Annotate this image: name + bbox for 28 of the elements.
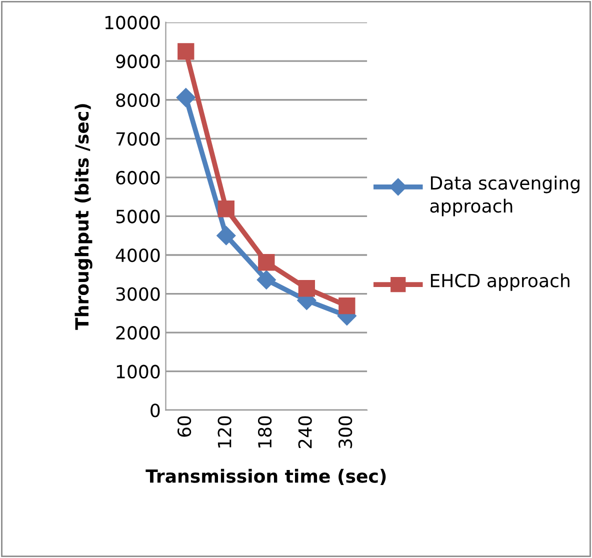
y-tick-label: 5000 [116, 210, 160, 224]
point [176, 88, 196, 108]
y-tick-label: 8000 [116, 93, 160, 107]
point [178, 43, 194, 60]
legend-label: EHCD approach [430, 273, 570, 291]
point [218, 200, 234, 218]
x-tick-label: 300 [338, 416, 352, 448]
y-tick-label: 4000 [116, 248, 160, 262]
y-axis-title: Throughput (bits /sec) [74, 104, 92, 330]
point [256, 270, 276, 290]
legend-label: Data scavenging approach [430, 176, 580, 216]
y-tick-label: 1000 [116, 364, 160, 378]
y-tick-label: 3000 [116, 287, 160, 301]
x-tick-label: 120 [218, 416, 232, 448]
x-tick-label: 240 [298, 416, 312, 448]
y-tick-label: 9000 [116, 54, 160, 68]
point [338, 297, 356, 314]
x-tick-label: 60 [177, 416, 192, 437]
y-tick-label: 7000 [116, 132, 160, 146]
y-tick-label: 10000 [105, 16, 160, 30]
y-tick-label: 6000 [116, 170, 160, 185]
y-tick-label: 2000 [116, 326, 160, 340]
y-tick-label: 0 [150, 404, 160, 418]
point [298, 280, 315, 297]
point [258, 254, 275, 271]
point [216, 226, 236, 246]
x-tick-label: 180 [258, 416, 272, 448]
x-axis-title: Transmission time (sec) [146, 468, 386, 485]
